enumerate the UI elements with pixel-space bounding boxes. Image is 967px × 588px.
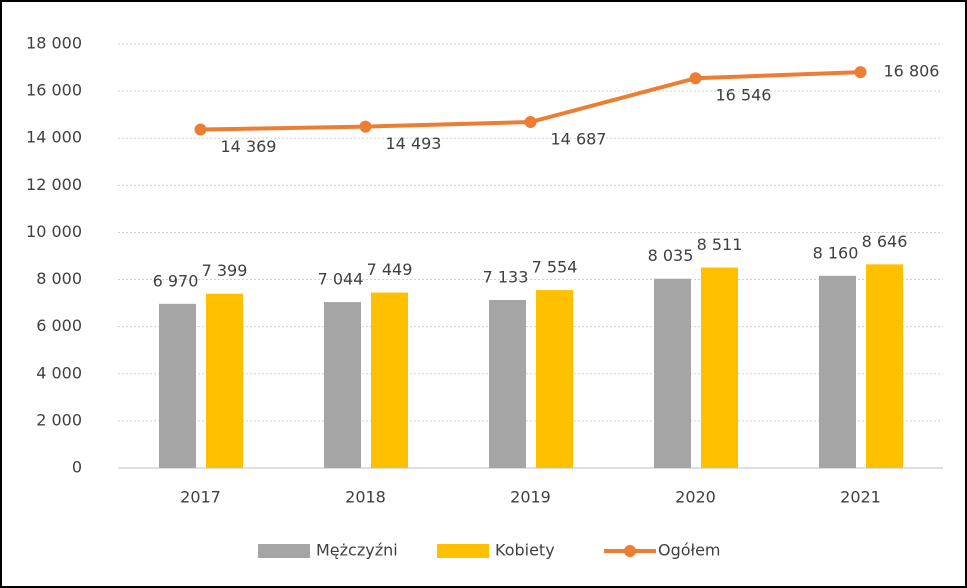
y-tick-label: 6 000	[36, 316, 82, 335]
data-label: 16 806	[884, 62, 940, 81]
bar	[206, 293, 243, 468]
y-tick-label: 14 000	[26, 128, 82, 147]
y-tick-label: 16 000	[26, 81, 82, 100]
bar	[819, 275, 856, 468]
data-label: 7 044	[318, 270, 364, 289]
x-tick-label: 2021	[840, 488, 881, 507]
y-tick-label: 12 000	[26, 175, 82, 194]
y-tick-label: 8 000	[36, 269, 82, 288]
y-tick-label: 2 000	[36, 410, 82, 429]
line-marker	[689, 72, 702, 85]
line-marker	[194, 123, 207, 136]
data-label: 8 160	[813, 243, 859, 262]
data-label: 8 511	[697, 235, 743, 254]
x-tick-label: 2019	[510, 488, 551, 507]
line-marker	[854, 66, 867, 79]
data-label: 7 449	[367, 260, 413, 279]
legend-swatch	[258, 544, 310, 558]
data-label: 14 493	[386, 134, 442, 153]
data-label: 8 646	[862, 232, 908, 251]
data-label: 7 399	[202, 261, 248, 280]
bar	[489, 299, 526, 468]
line-marker	[359, 120, 372, 133]
bar	[654, 278, 691, 468]
bar	[371, 292, 408, 468]
y-tick-label: 18 000	[26, 34, 82, 53]
y-tick-label: 4 000	[36, 363, 82, 382]
legend-swatch	[624, 545, 636, 557]
legend-label: Kobiety	[495, 541, 555, 560]
data-label: 7 554	[532, 258, 578, 277]
data-label: 16 546	[716, 86, 772, 105]
y-tick-label: 10 000	[26, 222, 82, 241]
bar	[159, 303, 196, 468]
data-label: 7 133	[483, 267, 529, 286]
bar	[536, 290, 573, 468]
bar	[324, 302, 361, 468]
line-marker	[524, 116, 537, 129]
legend-label: Mężczyźni	[316, 541, 398, 560]
bar	[866, 264, 903, 468]
data-label: 14 369	[221, 137, 277, 156]
data-label: 6 970	[153, 271, 199, 290]
legend-swatch	[437, 544, 489, 558]
x-tick-label: 2020	[675, 488, 716, 507]
bar	[701, 267, 738, 468]
x-tick-label: 2018	[345, 488, 386, 507]
x-tick-label: 2017	[180, 488, 221, 507]
y-tick-label: 0	[72, 458, 82, 477]
data-label: 8 035	[648, 246, 694, 265]
data-label: 14 687	[551, 130, 607, 149]
legend-label: Ogółem	[658, 541, 721, 560]
